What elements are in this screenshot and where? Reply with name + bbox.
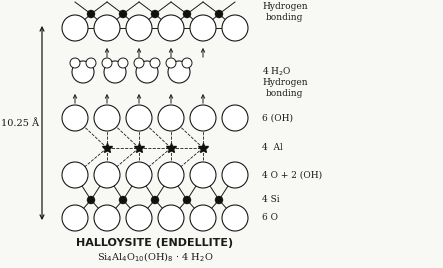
Circle shape [158,105,184,131]
Circle shape [158,205,184,231]
Circle shape [62,105,88,131]
Text: 10.25 Å: 10.25 Å [1,118,39,128]
Circle shape [190,162,216,188]
Circle shape [86,58,96,68]
Circle shape [183,196,191,204]
Text: Si$_4$Al$_4$O$_{10}$(OH)$_8$ $\cdot$ 4 H$_2$O: Si$_4$Al$_4$O$_{10}$(OH)$_8$ $\cdot$ 4 H… [97,250,214,264]
Circle shape [126,205,152,231]
Circle shape [118,58,128,68]
Circle shape [94,15,120,41]
Circle shape [222,205,248,231]
Circle shape [94,105,120,131]
Text: 4  Al: 4 Al [262,143,283,152]
Text: Hydrogen
bonding: Hydrogen bonding [262,78,307,98]
Circle shape [190,205,216,231]
Text: 4 Si: 4 Si [262,195,280,204]
Circle shape [94,205,120,231]
Circle shape [222,105,248,131]
Circle shape [222,162,248,188]
Circle shape [87,196,95,204]
Circle shape [190,15,216,41]
Circle shape [215,10,223,18]
Circle shape [150,58,160,68]
Circle shape [104,61,126,83]
Text: Hydrogen
bonding: Hydrogen bonding [262,2,307,22]
Circle shape [126,162,152,188]
Circle shape [166,58,176,68]
Circle shape [158,162,184,188]
Circle shape [183,10,191,18]
Text: HALLOYSITE (ENDELLITE): HALLOYSITE (ENDELLITE) [77,238,233,248]
Circle shape [62,15,88,41]
Circle shape [62,205,88,231]
Circle shape [126,105,152,131]
Circle shape [70,58,80,68]
Circle shape [87,10,95,18]
Circle shape [158,15,184,41]
Circle shape [134,58,144,68]
Circle shape [136,61,158,83]
Text: 4 H$_2$O: 4 H$_2$O [262,66,291,78]
Circle shape [72,61,94,83]
Circle shape [126,15,152,41]
Circle shape [222,15,248,41]
Circle shape [168,61,190,83]
Circle shape [151,196,159,204]
Text: 6 (OH): 6 (OH) [262,114,293,122]
Circle shape [215,196,223,204]
Circle shape [119,10,127,18]
Circle shape [151,10,159,18]
Circle shape [190,105,216,131]
Circle shape [182,58,192,68]
Circle shape [102,58,112,68]
Circle shape [62,162,88,188]
Text: 4 O + 2 (OH): 4 O + 2 (OH) [262,170,322,180]
Circle shape [94,162,120,188]
Circle shape [119,196,127,204]
Text: 6 O: 6 O [262,214,278,222]
